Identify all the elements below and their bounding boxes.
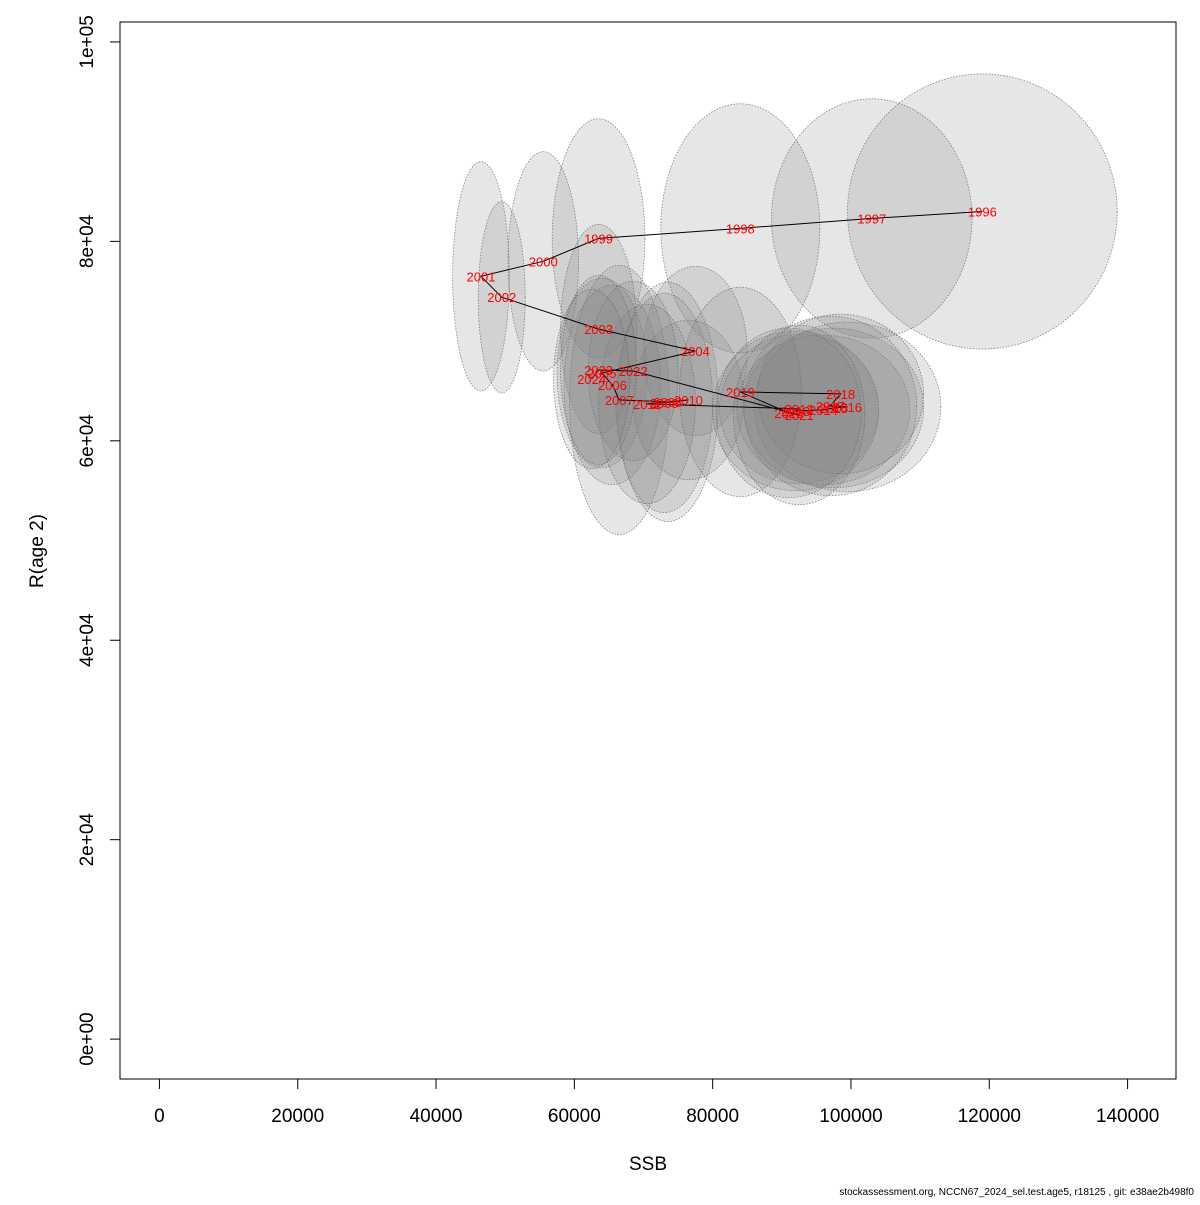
year-label-2004: 2004 — [681, 344, 710, 359]
footer-caption: stockassessment.org, NCCN67_2024_sel.tes… — [839, 1187, 1194, 1198]
x-axis: 0 20000 40000 60000 80000 100000 120000 140000 — [154, 1078, 1159, 1127]
year-label-1997: 1997 — [857, 211, 886, 226]
x-tick-label: 80000 — [686, 1106, 739, 1127]
x-tick-label: 140000 — [1096, 1106, 1159, 1127]
x-tick-label: 20000 — [271, 1106, 324, 1127]
sr-path — [480, 211, 983, 416]
year-label-2016: 2016 — [833, 400, 862, 415]
year-label-2009: 2009 — [650, 396, 679, 411]
year-label-1999: 1999 — [584, 231, 613, 246]
year-label-2013: 2013 — [781, 404, 810, 419]
year-label-2011: 2011 — [633, 397, 661, 412]
year-label-1996: 1996 — [968, 204, 997, 219]
year-label-2022: 2022 — [619, 364, 648, 379]
year-label-2019: 2019 — [726, 385, 755, 400]
y-axis-label: R(age 2) — [27, 514, 48, 588]
x-tick-label: 0 — [154, 1106, 165, 1127]
year-label-2003: 2003 — [584, 322, 613, 337]
year-label-2000: 2000 — [529, 254, 558, 269]
y-tick-label: 8e+04 — [77, 214, 98, 268]
year-label-2005: 2005 — [588, 366, 617, 381]
year-label-2014: 2014 — [809, 403, 838, 418]
ellipse-2011 — [598, 303, 696, 505]
year-label-1998: 1998 — [726, 221, 755, 236]
year-label-2006: 2006 — [598, 378, 627, 393]
year-label-2007: 2007 — [605, 393, 634, 408]
x-tick-label: 100000 — [819, 1106, 882, 1127]
x-axis-label: SSB — [629, 1154, 667, 1175]
year-label-2023: 2023 — [584, 363, 613, 378]
y-tick-label: 1e+05 — [77, 15, 98, 68]
x-tick-label: 60000 — [548, 1106, 601, 1127]
year-label-2018: 2018 — [826, 387, 855, 402]
year-labels: 1996 1997 1998 1999 2000 2001 2002 2003 2004 2005… — [467, 204, 997, 422]
ellipse-2009 — [615, 292, 714, 514]
sr-trajectory-line — [480, 211, 983, 416]
confidence-ellipses — [452, 73, 1118, 535]
y-tick-label: 2e+04 — [77, 813, 98, 867]
year-label-2024: 2024 — [577, 372, 606, 387]
year-label-2001: 2001 — [467, 269, 496, 284]
year-label-2021: 2021 — [785, 408, 814, 423]
y-tick-label: 6e+04 — [77, 414, 98, 468]
year-label-2020: 2020 — [774, 406, 803, 421]
x-tick-label: 40000 — [410, 1106, 463, 1127]
year-label-2010: 2010 — [674, 393, 703, 408]
year-label-2012: 2012 — [785, 402, 814, 417]
y-tick-label: 0e+00 — [77, 1012, 98, 1065]
year-label-2015: 2015 — [819, 401, 848, 416]
y-axis: 0e+00 2e+04 4e+04 6e+04 8e+04 1e+05 — [77, 15, 121, 1066]
year-label-2008: 2008 — [653, 395, 682, 410]
year-label-2002: 2002 — [487, 290, 516, 305]
y-tick-label: 4e+04 — [77, 613, 98, 667]
year-label-2017: 2017 — [816, 399, 845, 414]
x-tick-label: 120000 — [958, 1106, 1021, 1127]
